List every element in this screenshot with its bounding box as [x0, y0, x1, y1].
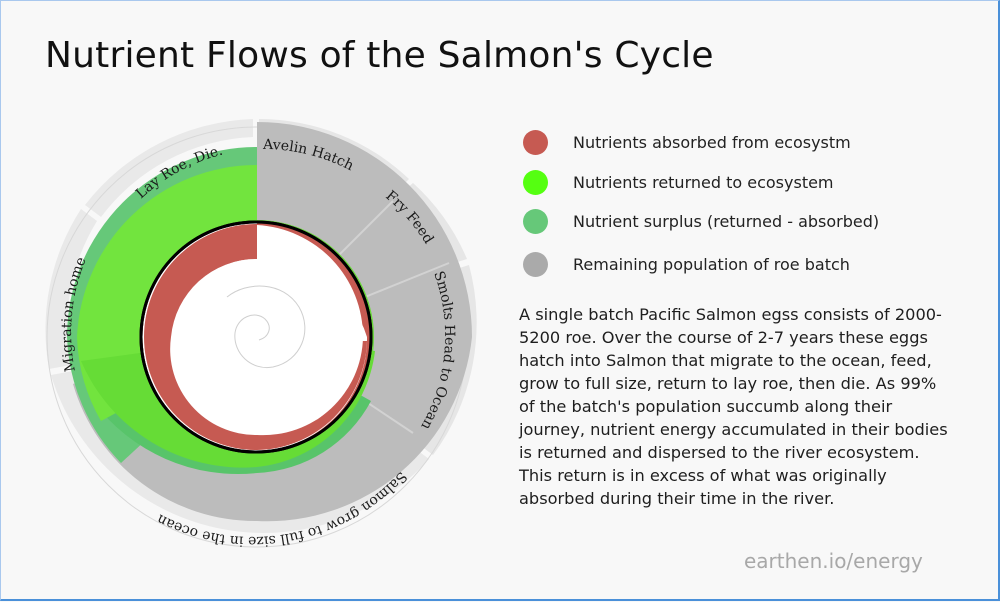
red-circle-icon	[523, 130, 548, 155]
gray-circle-icon	[523, 252, 548, 277]
legend-label: Remaining population of roe batch	[573, 255, 850, 274]
legend-label: Nutrients absorbed from ecosystm	[573, 133, 851, 152]
legend-item-absorbed: Nutrients absorbed from ecosystm	[521, 128, 921, 156]
spiral-decoration	[226, 285, 306, 369]
green-circle-icon	[523, 209, 548, 234]
salmon-cycle-chart: Avelin Hatch Fry Feed Smolts Head to Oce…	[45, 119, 477, 549]
bright-green-circle-icon	[523, 170, 548, 195]
legend-item-returned: Nutrients returned to ecosystem	[521, 168, 921, 196]
legend-label: Nutrients returned to ecosystem	[573, 173, 834, 192]
description: A single batch Pacific Salmon egss consi…	[519, 305, 948, 508]
legend-label: Nutrient surplus (returned - absorbed)	[573, 212, 880, 231]
legend-item-surplus: Nutrient surplus (returned - absorbed)	[521, 207, 921, 235]
page-title: Nutrient Flows of the Salmon's Cycle	[45, 35, 714, 76]
legend-item-population: Remaining population of roe batch	[521, 250, 921, 278]
footer-link[interactable]: earthen.io/energy	[744, 549, 923, 573]
